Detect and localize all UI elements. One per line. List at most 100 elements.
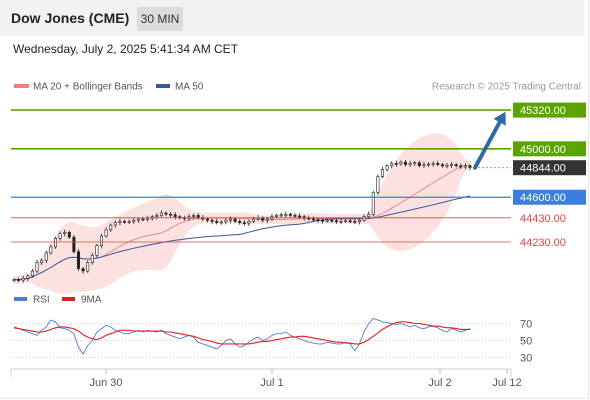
candle-body bbox=[192, 215, 196, 217]
price-candle bbox=[403, 159, 407, 167]
candle-body bbox=[72, 236, 76, 252]
price-candle bbox=[376, 174, 380, 196]
price-candle bbox=[136, 217, 140, 224]
candle-body bbox=[58, 233, 62, 239]
price-candle bbox=[26, 274, 30, 282]
candle-body bbox=[367, 213, 371, 217]
price-candle bbox=[385, 164, 389, 172]
candle-body bbox=[238, 221, 242, 223]
price-candle bbox=[339, 218, 343, 225]
candle-body bbox=[274, 215, 278, 217]
candle-body bbox=[339, 221, 343, 223]
candle-body bbox=[353, 221, 357, 223]
price-candle bbox=[238, 219, 242, 225]
candle-body bbox=[385, 165, 389, 170]
candle-body bbox=[146, 218, 150, 220]
price-candle bbox=[127, 219, 131, 225]
candle-body bbox=[463, 165, 467, 168]
price-candle bbox=[215, 218, 219, 225]
price-candle bbox=[164, 211, 168, 217]
price-candle bbox=[325, 217, 329, 223]
candle-body bbox=[77, 251, 81, 269]
copyright-label: Research © 2025 Trading Central bbox=[432, 82, 581, 93]
price-candle bbox=[159, 210, 163, 218]
candle-body bbox=[422, 164, 426, 167]
price-candle bbox=[311, 216, 315, 222]
support-label: 44430.00 bbox=[520, 213, 566, 225]
price-candle bbox=[348, 218, 352, 224]
rsi-panel: 70 50 30 bbox=[11, 317, 532, 365]
candle-body bbox=[155, 215, 159, 217]
candle-body bbox=[344, 220, 348, 223]
price-candle bbox=[459, 163, 463, 170]
candle-body bbox=[86, 262, 90, 272]
candle-body bbox=[357, 219, 361, 222]
price-candle bbox=[49, 244, 53, 255]
price-candle bbox=[247, 219, 251, 227]
candle-body bbox=[44, 252, 48, 261]
candle-body bbox=[159, 212, 163, 216]
candle-body bbox=[390, 163, 394, 167]
instrument-title: Dow Jones (CME) bbox=[11, 10, 130, 26]
candle-body bbox=[132, 219, 136, 222]
candle-body bbox=[35, 262, 39, 272]
candle-body bbox=[454, 164, 458, 167]
price-candle bbox=[390, 161, 394, 169]
candle-body bbox=[311, 218, 315, 221]
candle-body bbox=[206, 218, 210, 221]
candle-body bbox=[459, 165, 463, 168]
candle-body bbox=[210, 219, 214, 222]
candle-body bbox=[316, 219, 320, 221]
candle-body bbox=[417, 162, 421, 166]
candle-body bbox=[431, 163, 435, 165]
timeframe-button[interactable]: 30 MIN bbox=[137, 7, 183, 31]
price-candle bbox=[21, 275, 25, 283]
candle-body bbox=[252, 218, 256, 222]
price-candle bbox=[81, 266, 85, 274]
candle-body bbox=[40, 259, 44, 263]
resistance-label: 45000.00 bbox=[520, 144, 566, 156]
candle-body bbox=[81, 268, 85, 272]
price-candle bbox=[371, 190, 375, 217]
x-ticks: Jun 30 Jul 1 Jul 2 Jul 12 bbox=[89, 369, 522, 389]
price-candle bbox=[242, 219, 246, 226]
pivot-label: 44600.00 bbox=[520, 192, 566, 204]
candle-body bbox=[371, 192, 375, 215]
price-candle bbox=[334, 218, 338, 224]
bollinger-band bbox=[14, 133, 470, 295]
candle-body bbox=[100, 235, 104, 246]
ma50-line bbox=[13, 195, 471, 281]
x-tick-label: Jul 1 bbox=[260, 377, 283, 389]
price-candle bbox=[132, 217, 136, 224]
price-candle bbox=[293, 213, 297, 219]
price-candle bbox=[440, 162, 444, 168]
x-tick-label: Jun 30 bbox=[89, 377, 122, 389]
candle-body bbox=[169, 213, 173, 216]
price-candle bbox=[344, 219, 348, 224]
price-candle bbox=[44, 250, 48, 263]
price-candle bbox=[123, 219, 127, 224]
candle-body bbox=[21, 277, 25, 281]
last-price-label-box bbox=[513, 160, 586, 176]
price-candle bbox=[53, 236, 57, 249]
rsi-ma-legend-swatch bbox=[62, 297, 75, 301]
price-candle bbox=[17, 277, 21, 283]
candle-body bbox=[173, 214, 177, 217]
forecast-arrow bbox=[473, 114, 505, 170]
price-candle bbox=[192, 213, 196, 220]
candle-body bbox=[348, 220, 352, 223]
price-candle bbox=[284, 211, 288, 218]
candle-body bbox=[265, 218, 269, 221]
rsi-legend-label: RSI bbox=[33, 295, 50, 306]
candle-body bbox=[17, 279, 21, 281]
rsi-ma-legend-label: 9MA bbox=[81, 295, 102, 306]
candle-body bbox=[325, 219, 329, 222]
candle-body bbox=[279, 214, 283, 217]
candle-body bbox=[224, 219, 228, 223]
rsi-tick-label: 30 bbox=[520, 353, 532, 365]
candle-body bbox=[164, 212, 168, 215]
price-candle bbox=[450, 161, 454, 168]
rsi-legend-swatch bbox=[14, 297, 27, 301]
candle-body bbox=[413, 162, 417, 164]
price-candle bbox=[394, 160, 398, 167]
